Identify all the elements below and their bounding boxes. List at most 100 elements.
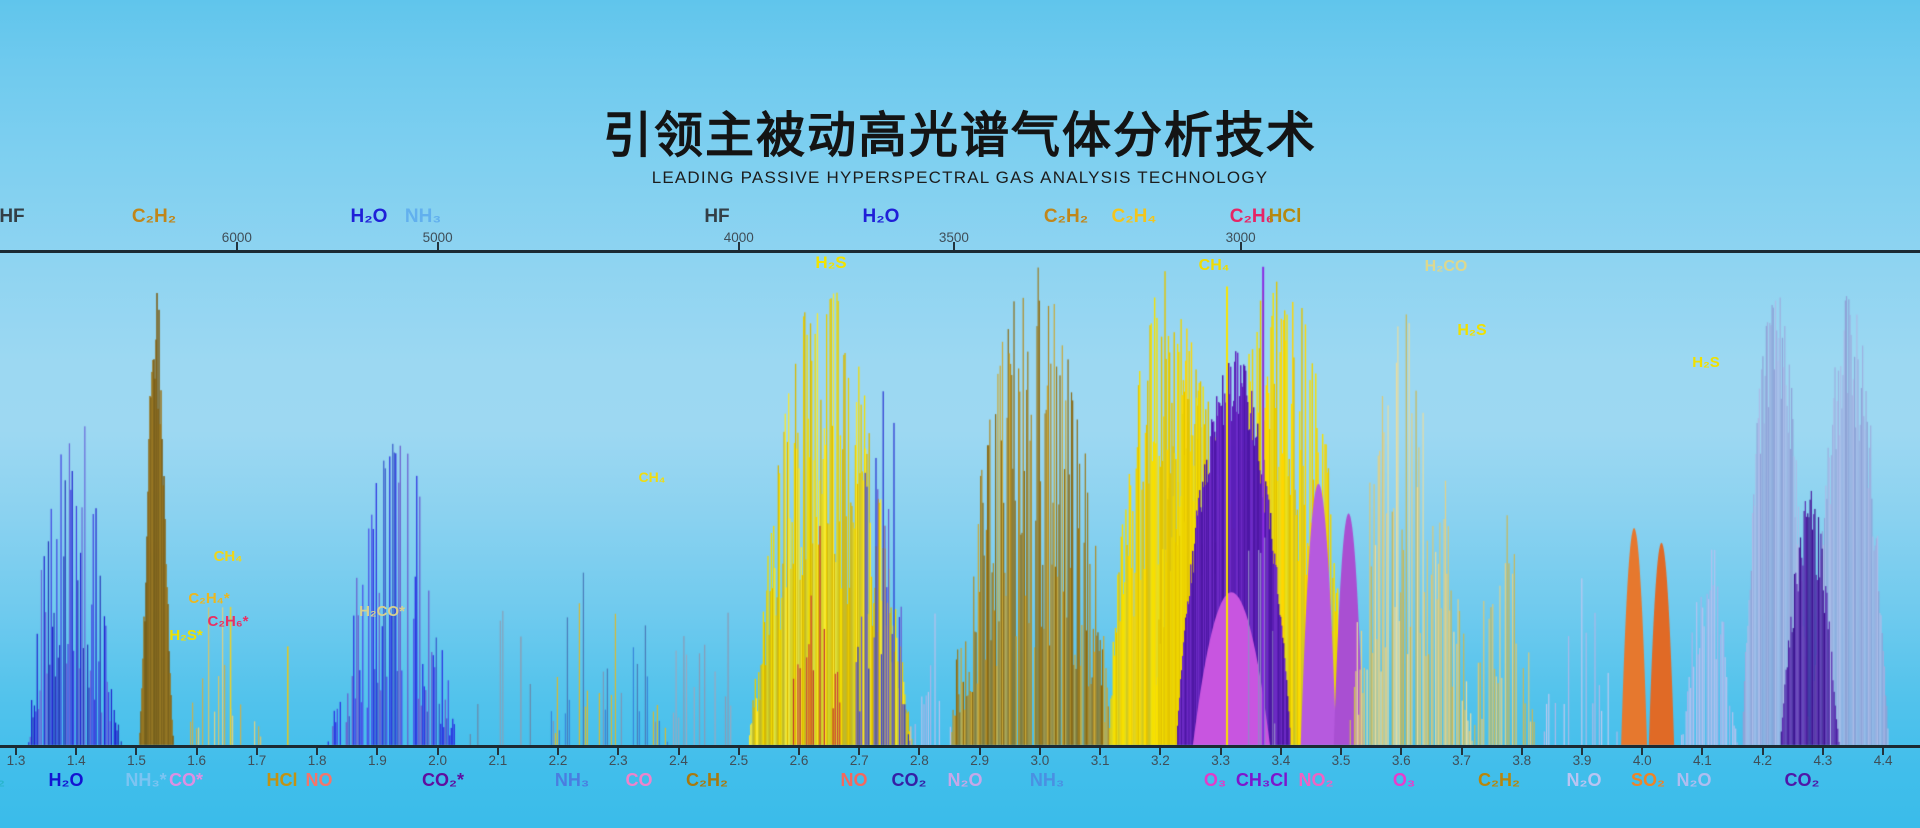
bottom-gas-label-SO₂: SO₂ (1630, 770, 1666, 790)
bottom-axis-tick-label: 3.7 (1452, 753, 1471, 768)
bottom-gas-label-NH₃: NH₃ (554, 770, 590, 790)
bottom-axis-tick (1159, 748, 1162, 755)
bottom-gas-label-N₂O: N₂O (1566, 770, 1602, 790)
top-gas-label-HF: HF (0, 206, 25, 227)
bottom-axis-tick (918, 748, 921, 755)
bottom-gas-label-CO₂: CO₂ (891, 770, 927, 790)
bottom-axis-tick-label: 1.8 (307, 753, 327, 768)
bottom-gas-label-C₂H₂: C₂H₂ (1478, 770, 1520, 790)
bottom-gas-label-H₂O: H₂O (48, 770, 84, 790)
top-axis-tick-label: 3000 (1225, 230, 1256, 245)
bottom-axis-tick-label: 4.2 (1753, 753, 1773, 768)
bottom-axis-tick-label: 2.2 (548, 753, 568, 768)
top-axis-tick (436, 242, 439, 250)
chart-gas-label-H₂S: H₂S (1692, 353, 1720, 371)
bottom-axis-tick (255, 748, 258, 755)
bottom-axis-tick (797, 748, 800, 755)
top-gas-label-NH₃: NH₃ (404, 206, 442, 227)
bottom-axis-tick-label: 3.9 (1572, 753, 1592, 768)
bottom-gas-label-NO₂: NO₂ (1298, 770, 1334, 790)
bottom-gas-label-O₃: O₃ (1203, 770, 1227, 790)
bottom-gas-label-O₂: O₂ (0, 770, 5, 790)
top-gas-label-HF: HF (704, 206, 730, 227)
bottom-axis-line (0, 745, 1920, 748)
top-axis-tick (737, 242, 740, 250)
bottom-axis-tick (737, 748, 740, 755)
chart-gas-label-C₂H₆*: C₂H₆* (207, 612, 249, 630)
bottom-axis-tick-label: 1.3 (6, 753, 26, 768)
chart-gas-label-H₂CO*: H₂CO* (359, 602, 405, 620)
bottom-axis-tick-label: 2.5 (729, 753, 749, 768)
bottom-gas-label-N₂O: N₂O (947, 770, 983, 790)
bottom-axis-tick-label: 2.9 (970, 753, 990, 768)
bottom-axis-tick-label: 3.5 (1331, 753, 1351, 768)
bottom-axis-tick-label: 2.4 (669, 753, 688, 768)
bottom-axis-tick-label: 3.2 (1150, 753, 1170, 768)
bottom-axis-tick-label: 2.8 (910, 753, 929, 768)
bottom-axis-tick-label: 3.8 (1512, 753, 1532, 768)
bottom-gas-label-C₂H₂: C₂H₂ (686, 770, 728, 790)
bottom-axis-tick-label: 4.4 (1873, 753, 1893, 768)
bottom-axis-tick-label: 1.5 (127, 753, 146, 768)
top-axis-tick-label: 5000 (422, 230, 453, 245)
bottom-gas-label-CO*: CO* (168, 770, 204, 790)
chart-gas-label-CH₄: CH₄ (213, 547, 243, 565)
top-axis-tick-label: 3500 (938, 230, 969, 245)
bottom-axis-tick-label: 1.4 (66, 753, 86, 768)
bottom-axis-tick-label: 3.4 (1271, 753, 1291, 768)
bottom-axis-tick (1038, 748, 1041, 755)
bottom-axis-tick (1882, 748, 1885, 755)
bottom-axis-tick-label: 4.3 (1813, 753, 1833, 768)
page-title: 引领主被动高光谱气体分析技术 (602, 109, 1317, 163)
bottom-axis-tick (195, 748, 198, 755)
top-gas-label-C₂H₆: C₂H₆ (1229, 206, 1275, 227)
bottom-axis-tick (1460, 748, 1463, 755)
bottom-axis-tick (557, 748, 560, 755)
bottom-axis-tick (1279, 748, 1282, 755)
bottom-axis-tick-label: 3.1 (1090, 753, 1110, 768)
bottom-axis-tick-label: 1.6 (187, 753, 207, 768)
page-subtitle: LEADING PASSIVE HYPERSPECTRAL GAS ANALYS… (651, 168, 1269, 187)
bottom-axis-tick-label: 2.7 (849, 753, 869, 768)
chart-gas-label-H₂CO: H₂CO (1424, 258, 1468, 276)
bottom-axis-tick (1641, 748, 1644, 755)
top-axis-tick (952, 242, 955, 250)
chart-gas-label-H₂S: H₂S (815, 253, 847, 273)
top-gas-label-H₂O: H₂O (350, 206, 388, 227)
bottom-axis-tick (858, 748, 861, 755)
top-gas-label-H₂O: H₂O (862, 206, 900, 227)
bottom-axis-tick (1400, 748, 1403, 755)
top-gas-label-C₂H₂: C₂H₂ (1043, 206, 1089, 227)
bottom-axis-tick-label: 2.1 (488, 753, 508, 768)
bottom-axis-tick (978, 748, 981, 755)
chart-gas-label-CH₄: CH₄ (1198, 257, 1230, 275)
bottom-axis-tick (1219, 748, 1222, 755)
bottom-gas-label-CO: CO (625, 770, 653, 790)
bottom-axis-tick (316, 748, 319, 755)
bottom-axis-tick (75, 748, 78, 755)
top-axis-tick (1239, 242, 1242, 250)
bottom-gas-label-O₃: O₃ (1392, 770, 1416, 790)
bottom-axis-tick (1761, 748, 1764, 755)
bottom-gas-label-NO: NO (840, 770, 868, 790)
bottom-axis-tick-label: 1.7 (247, 753, 267, 768)
top-axis-tick (235, 242, 238, 250)
top-gas-label-C₂H₄: C₂H₄ (1111, 206, 1157, 227)
chart-gas-label-H₂S: H₂S (1457, 322, 1487, 340)
bottom-axis-tick (677, 748, 680, 755)
bottom-gas-label-N₂O: N₂O (1676, 770, 1712, 790)
bottom-gas-label-NH₃*: NH₃* (125, 770, 167, 790)
top-axis-tick-label: 6000 (221, 230, 252, 245)
bottom-gas-label-CO₂*: CO₂* (421, 770, 465, 790)
bottom-axis-tick-label: 3.3 (1211, 753, 1230, 768)
bottom-gas-label-HCl: HCl (266, 770, 298, 790)
top-gas-label-HCl: HCl (1268, 206, 1302, 227)
bottom-axis-tick-label: 4.1 (1693, 753, 1712, 768)
chart-gas-label-CH₄: CH₄ (638, 469, 666, 486)
top-axis-line (0, 250, 1920, 253)
bottom-gas-label-CO₂: CO₂ (1784, 770, 1820, 790)
bottom-axis-tick-label: 2.6 (789, 753, 809, 768)
bottom-axis-tick-label: 4.0 (1632, 753, 1652, 768)
